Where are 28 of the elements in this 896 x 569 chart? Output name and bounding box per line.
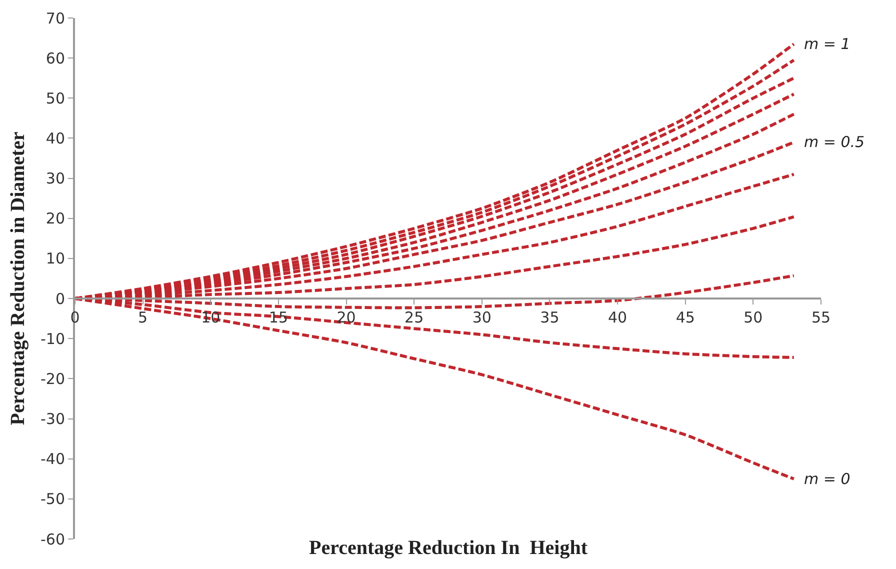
- x-axis-title: Percentage Reduction In Height: [309, 537, 588, 559]
- series-label: m = 1: [804, 35, 850, 53]
- y-tick-label: -20: [40, 370, 65, 388]
- series-label: m = 0: [804, 470, 850, 488]
- y-tick-label: 30: [46, 170, 65, 188]
- x-tick-label: 40: [608, 308, 628, 327]
- y-tick-label: 50: [46, 89, 65, 108]
- y-tick-label: 20: [46, 210, 65, 228]
- x-tick-label: 0: [70, 308, 80, 327]
- y-tick-label: 70: [46, 9, 65, 28]
- x-tick-label: 55: [811, 308, 831, 327]
- y-tick-label: -50: [40, 490, 65, 508]
- x-tick-label: 5: [138, 308, 148, 327]
- x-tick-label: 30: [472, 308, 492, 327]
- x-tick-label: 45: [676, 308, 695, 327]
- y-tick-label: -10: [40, 330, 65, 348]
- y-tick-label: 60: [46, 49, 65, 68]
- y-tick-label: 10: [46, 250, 65, 268]
- y-axis-title: Percentage Reduction in Diameter: [7, 132, 29, 426]
- x-tick-label: 35: [540, 308, 560, 327]
- y-tick-label: 0: [55, 290, 65, 308]
- y-tick-label: -40: [40, 450, 65, 468]
- y-tick-label: 40: [46, 129, 65, 148]
- x-tick-label: 25: [404, 308, 424, 327]
- x-tick-label: 50: [744, 308, 763, 327]
- series-label: m = 0.5: [804, 133, 865, 151]
- y-tick-label: -60: [40, 530, 65, 548]
- y-tick-label: -30: [40, 410, 65, 428]
